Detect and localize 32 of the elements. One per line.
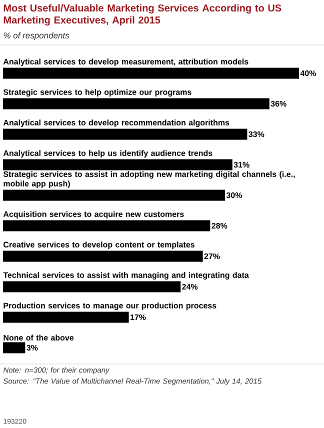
bar — [3, 190, 225, 201]
data-label: 24% — [182, 284, 198, 290]
data-label: 27% — [204, 253, 220, 260]
data-label: 3% — [26, 344, 38, 351]
bar — [3, 159, 232, 170]
bar — [3, 342, 26, 354]
y-tick-label: Acquisition services to acquire new customers — [3, 211, 184, 219]
data-label: 31% — [234, 162, 250, 168]
bar — [3, 281, 181, 292]
bar — [3, 220, 210, 232]
y-tick-label: Analytical services to develop recommendation algorithms — [3, 120, 230, 128]
y-tick-label: Strategic services to help optimize our programs — [3, 89, 192, 97]
chart-title: Most Useful/Valuable Marketing Services According to US Marketing Executives, April 2015 — [4, 4, 282, 26]
y-tick-label: Creative services to develop content or templates — [4, 242, 194, 250]
data-label: 30% — [226, 192, 242, 198]
y-tick-label: Technical services to assist with managing and integrating data — [3, 272, 249, 280]
bar — [3, 68, 299, 79]
y-tick-label: Analytical services to develop measurement, attribution models — [3, 58, 248, 66]
data-label: 33% — [248, 131, 264, 138]
y-tick-label: Production services to manage our production process — [4, 302, 216, 310]
bar — [3, 98, 270, 110]
bar — [3, 128, 248, 140]
data-label: 28% — [212, 222, 228, 229]
y-tick-label: Analytical services to help us identify audience trends — [3, 150, 212, 158]
bar — [3, 250, 203, 262]
chart-subtitle: % of respondents — [4, 32, 70, 40]
y-tick-label: Strategic services to assist in adopting new marketing digital channels (i.e., mobile app push) — [3, 171, 295, 188]
data-label: 17% — [130, 314, 146, 320]
bar — [3, 312, 129, 323]
y-tick-label: None of the above — [4, 334, 74, 341]
data-label: 36% — [270, 100, 286, 107]
data-label: 40% — [300, 70, 316, 76]
